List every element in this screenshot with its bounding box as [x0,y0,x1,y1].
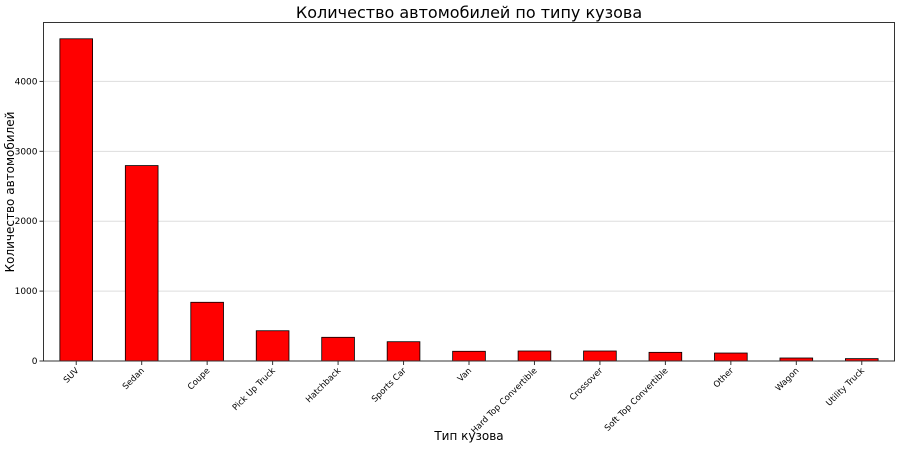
x-tick-label: Utility Truck [824,366,867,409]
x-tick-label: Hatchback [304,366,343,405]
x-tick-label: Hard Top Convertible [470,366,540,436]
chart-title: Количество автомобилей по типу кузова [296,3,642,22]
x-tick-label: Other [712,366,736,390]
y-tick-label: 4000 [15,77,38,87]
bar-pick-up-truck [255,330,290,362]
y-axis-label: Количество автомобилей [3,112,17,273]
bar-sports-car [386,341,421,362]
y-tick-label: 0 [32,357,38,367]
y-tick-label: 3000 [15,147,38,157]
x-tick-label: Sedan [121,366,147,392]
bar-crossover [583,350,617,362]
bar-van [452,350,486,362]
x-tick-label: Soft Top Convertible [603,366,671,434]
plot-frame [43,22,895,362]
bar-other [714,352,748,362]
x-tick-label: Sports Car [370,366,409,405]
bar-coupe [190,301,224,362]
bar-soft-top-convertible [648,351,683,362]
bar-sedan [124,165,159,362]
x-tick-label: Coupe [186,366,212,392]
x-tick-label: SUV [62,366,82,386]
bar-hard-top-convertible [517,350,552,362]
x-tick-label: Crossover [568,366,605,403]
x-tick-label: Van [456,366,474,384]
x-tick-label: Wagon [774,366,802,394]
x-tick-label: Pick Up Truck [231,366,278,413]
y-tick-label: 1000 [15,287,38,297]
bar-hatchback [321,336,355,362]
bar-suv [59,38,93,362]
y-tick-label: 2000 [15,217,38,227]
x-axis-label: Тип кузова [433,429,503,443]
